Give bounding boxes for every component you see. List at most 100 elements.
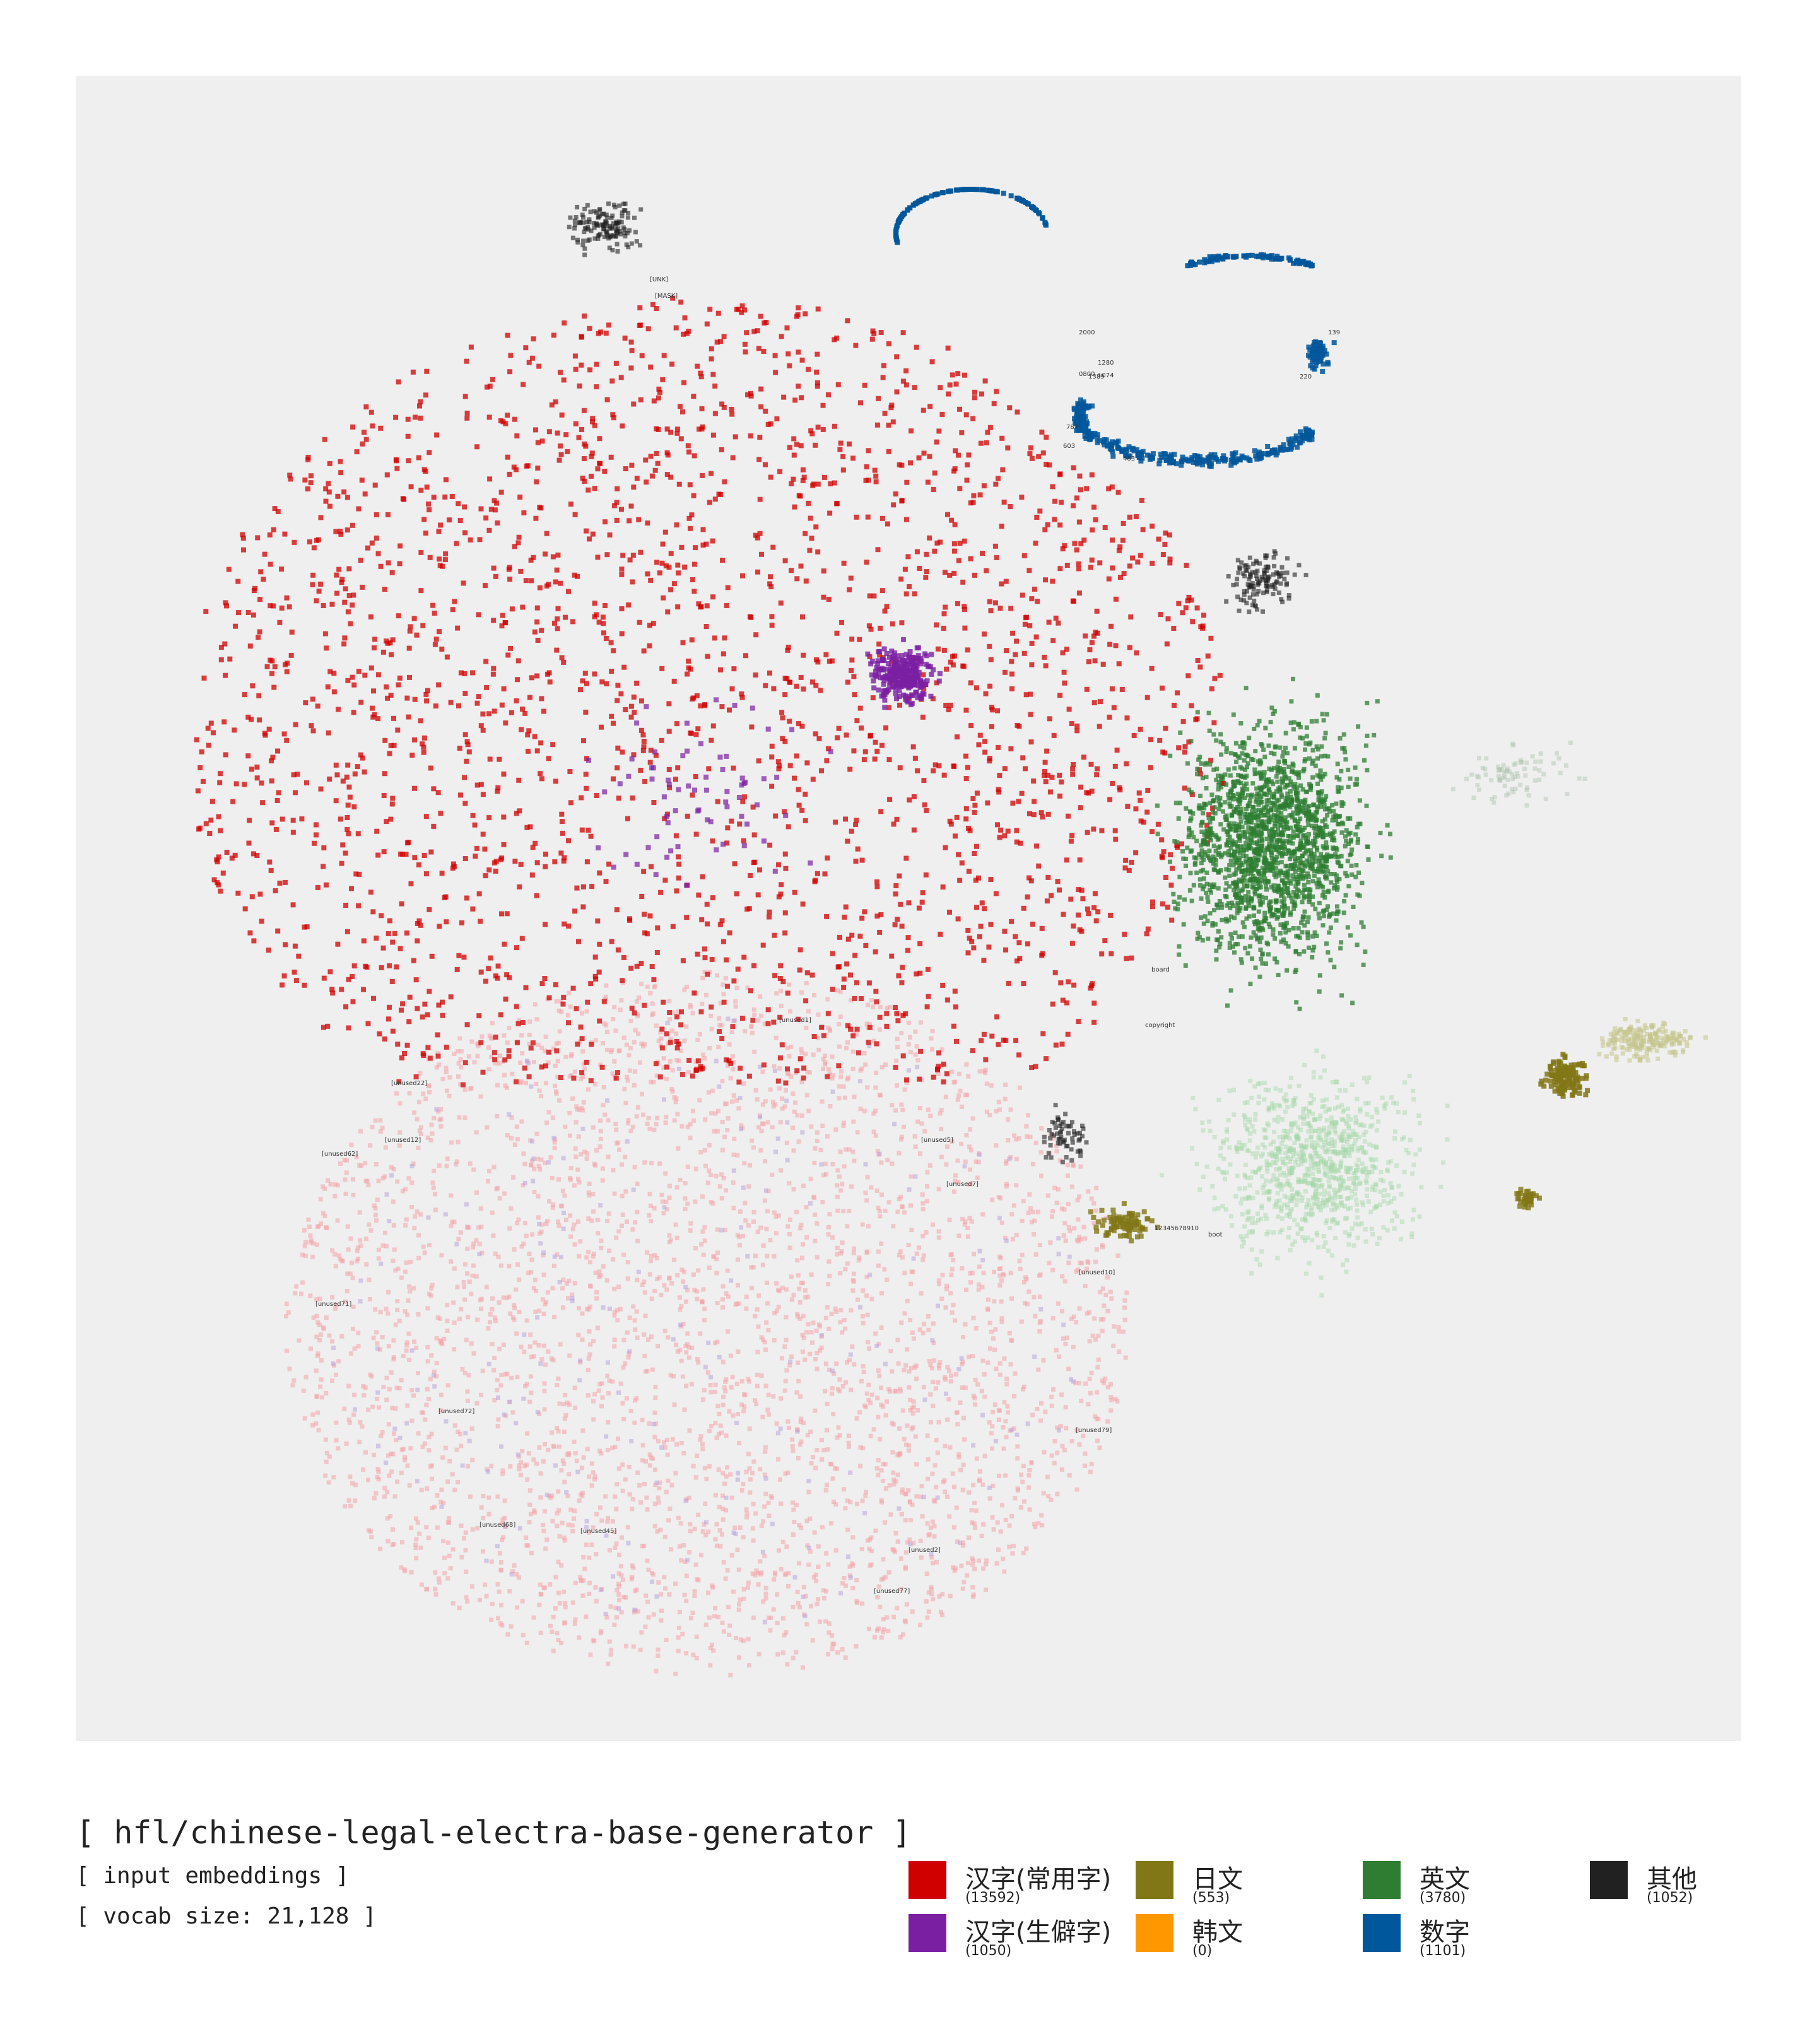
- scatter-point: [1279, 1209, 1284, 1213]
- scatter-point: [1346, 1124, 1351, 1129]
- scatter-point: [537, 1602, 542, 1607]
- scatter-point: [826, 1367, 832, 1372]
- scatter-point: [1322, 1125, 1327, 1131]
- scatter-point: [908, 1050, 913, 1055]
- scatter-point: [936, 1303, 941, 1308]
- scatter-point: [763, 1491, 768, 1496]
- scatter-point: [1370, 1143, 1375, 1148]
- scatter-point: [560, 1286, 565, 1291]
- scatter-point: [387, 1387, 392, 1392]
- scatter-point: [772, 1311, 777, 1316]
- scatter-point: [871, 1427, 876, 1432]
- scatter-point: [1484, 756, 1489, 761]
- scatter-point: [806, 1562, 811, 1567]
- scatter-point: [1370, 1123, 1375, 1128]
- scatter-point: [614, 1507, 619, 1512]
- scatter-point: [794, 442, 799, 447]
- scatter-point: [394, 1385, 399, 1390]
- scatter-point: [897, 1426, 902, 1431]
- scatter-point: [347, 794, 353, 800]
- scatter-point: [343, 586, 348, 592]
- scatter-point: [868, 1401, 873, 1406]
- scatter-point: [829, 1312, 834, 1317]
- scatter-point: [607, 1248, 612, 1254]
- scatter-point: [1087, 1377, 1092, 1382]
- scatter-point: [899, 1587, 903, 1592]
- scatter-point: [788, 1359, 793, 1364]
- scatter-point: [1309, 1181, 1314, 1185]
- scatter-point: [568, 1004, 573, 1009]
- scatter-point: [1363, 1101, 1368, 1106]
- scatter-point: [329, 987, 335, 992]
- scatter-point: [1229, 1214, 1233, 1219]
- scatter-point: [1250, 1230, 1255, 1235]
- scatter-point: [1385, 1167, 1390, 1172]
- scatter-point: [427, 1243, 432, 1248]
- scatter-point: [586, 1307, 591, 1312]
- scatter-point: [1005, 1404, 1010, 1409]
- scatter-point: [618, 1381, 623, 1386]
- scatter-point: [921, 1253, 926, 1258]
- scatter-point: [738, 1597, 743, 1602]
- scatter-point: [310, 1412, 315, 1417]
- scatter-point: [1365, 1187, 1370, 1192]
- scatter-point: [756, 1018, 761, 1023]
- scatter-point: [616, 1606, 621, 1611]
- scatter-point: [1302, 1159, 1307, 1164]
- scatter-point: [385, 1311, 391, 1316]
- scatter-point: [404, 1348, 409, 1353]
- scatter-point: [671, 1010, 676, 1015]
- scatter-point: [980, 1482, 985, 1487]
- scatter-point: [376, 1469, 381, 1474]
- scatter-point: [1032, 1354, 1037, 1360]
- scatter-point: [827, 1274, 832, 1279]
- scatter-point: [1379, 1177, 1383, 1182]
- scatter-point: [645, 1250, 650, 1255]
- scatter-point: [464, 415, 470, 421]
- scatter-point: [1334, 1120, 1339, 1125]
- scatter-point: [1399, 1236, 1403, 1242]
- scatter-point: [1032, 1295, 1037, 1300]
- scatter-point: [1250, 1216, 1255, 1221]
- scatter-point: [616, 1583, 621, 1589]
- scatter-point: [632, 1610, 637, 1615]
- scatter-point: [1097, 1445, 1102, 1450]
- scatter-point: [409, 1525, 414, 1530]
- scatter-point: [639, 982, 644, 987]
- scatter-point: [924, 1571, 929, 1577]
- scatter-point: [565, 1013, 570, 1018]
- scatter-point: [1274, 1154, 1279, 1160]
- scatter-point: [634, 1309, 639, 1314]
- scatter-point: [536, 1042, 541, 1047]
- scatter-point: [1303, 1178, 1308, 1184]
- scatter-point: [480, 792, 486, 797]
- scatter-point: [611, 1168, 616, 1173]
- scatter-point: [792, 1109, 797, 1114]
- scatter-point: [363, 1178, 368, 1184]
- scatter-point: [747, 1426, 752, 1431]
- scatter-point: [779, 1168, 784, 1173]
- scatter-point: [1654, 1033, 1659, 1038]
- scatter-point: [1295, 1132, 1300, 1137]
- scatter-point: [562, 921, 567, 927]
- scatter-point: [693, 1199, 698, 1204]
- scatter-point: [1368, 1156, 1373, 1161]
- scatter-point: [1669, 1042, 1674, 1047]
- scatter-point: [1113, 1397, 1118, 1402]
- scatter-point: [517, 1467, 522, 1472]
- scatter-point: [814, 1448, 820, 1452]
- scatter-point: [635, 1012, 640, 1017]
- scatter-point: [384, 1460, 389, 1465]
- scatter-point: [710, 1583, 715, 1589]
- scatter-point: [529, 1270, 534, 1275]
- scatter-point: [785, 1224, 791, 1229]
- scatter-point: [756, 1293, 761, 1298]
- scatter-point: [842, 1164, 847, 1169]
- scatter-point: [516, 1575, 521, 1580]
- scatter-point: [1299, 1144, 1304, 1149]
- scatter-point: [1320, 1201, 1326, 1206]
- scatter-point: [1665, 1036, 1670, 1040]
- scatter-point: [666, 1518, 671, 1523]
- scatter-point: [598, 1118, 603, 1123]
- scatter-point: [833, 1502, 838, 1507]
